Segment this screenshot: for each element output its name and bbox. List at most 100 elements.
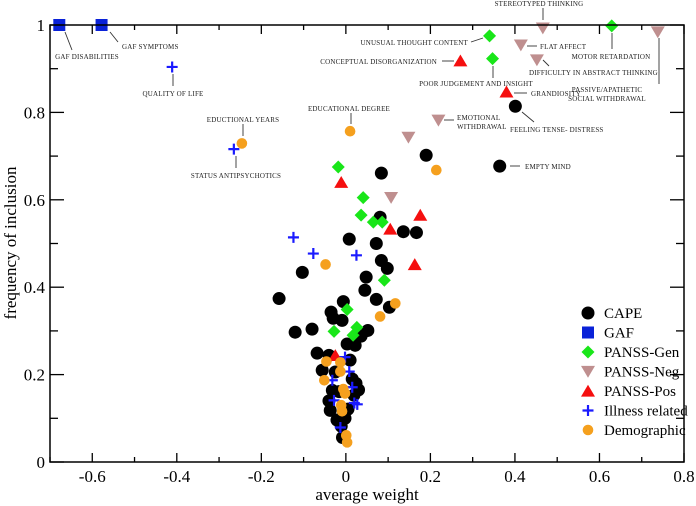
panss-gen-point <box>340 302 354 316</box>
annotation-label: FLAT AFFECT <box>540 43 587 51</box>
x-tick-label: -0.6 <box>79 467 106 486</box>
demographic-point <box>319 374 330 386</box>
panss-neg-point <box>513 39 528 52</box>
panss-gen-point <box>486 52 500 66</box>
panss-gen-point <box>346 328 360 342</box>
gaf-point <box>582 326 594 339</box>
illness-related-point <box>334 421 346 433</box>
cape-point <box>310 346 324 360</box>
cape-point <box>323 403 337 417</box>
legend-label: PANSS-Gen <box>604 345 680 361</box>
annotation-label-line2: WITHDRAWAL <box>457 123 507 131</box>
demographic-point <box>431 164 442 176</box>
illness-related-point <box>351 398 363 410</box>
annotation-label: FEELING TENSE- DISTRESS <box>510 126 604 134</box>
cape-point <box>380 261 394 275</box>
panss-gen-point <box>356 191 370 205</box>
cape-point <box>272 292 286 306</box>
panss-neg-point <box>581 365 595 378</box>
legend: CAPE GAF PANSS-Gen PANSS-Neg PANSS-Pos Illnes… <box>581 306 688 439</box>
cape-point <box>493 159 507 173</box>
illness-related-point <box>307 248 319 260</box>
annotation-leader-line <box>542 59 550 67</box>
panss-gen-point <box>327 324 341 338</box>
demographic-point <box>374 311 386 322</box>
cape-point <box>374 166 388 180</box>
axes: -0.6 -0.4 -0.2 0 0.2 0.4 0.6 0.8 0 0.2 0.4 0.6 0.8 1 <box>24 16 695 486</box>
x-tick-label: 0.8 <box>673 467 694 486</box>
annotation-label: EDUCATIONAL DEGREE <box>308 105 390 113</box>
x-tick-label: -0.4 <box>163 467 190 486</box>
annotation-label: MOTOR RETARDATION <box>572 53 651 61</box>
illness-related-point <box>328 394 340 406</box>
annotation-label: EMOTIONAL <box>457 114 500 122</box>
panss-gen-point <box>483 29 497 43</box>
cape-point <box>335 313 349 327</box>
x-tick-label: 0.6 <box>589 467 610 486</box>
legend-label: Illness related <box>604 404 688 420</box>
x-tick-label: 0 <box>342 467 351 486</box>
y-axis-label: frequency of inclusion <box>1 166 20 319</box>
demographic-point <box>582 424 594 436</box>
cape-point <box>305 322 319 336</box>
annotation-leader-line <box>470 37 484 43</box>
y-tick-label: 0.8 <box>24 103 45 122</box>
panss-gen-point <box>331 160 345 174</box>
illness-related-point <box>166 61 178 73</box>
panss-gen-point <box>605 19 619 33</box>
panss-pos-point <box>407 258 422 271</box>
demographic-point <box>344 125 356 137</box>
demographic-point <box>236 138 248 149</box>
y-tick-label: 1 <box>37 16 46 35</box>
annotation-label: PASSIVE/APATHETIC <box>572 86 643 94</box>
illness-related-point <box>228 143 240 155</box>
panss-pos-point <box>499 85 514 98</box>
demographic-point <box>321 356 332 367</box>
cape-point <box>315 363 329 377</box>
cape-point <box>409 226 423 240</box>
cape-point <box>295 265 309 279</box>
legend-label: CAPE <box>604 306 642 322</box>
cape-point <box>369 292 383 306</box>
panss-pos-point <box>334 176 349 188</box>
data-points <box>53 19 665 448</box>
demographic-point <box>336 406 348 417</box>
panss-gen-point <box>581 345 595 359</box>
y-tick-label: 0 <box>37 453 46 472</box>
legend-label: PANSS-Neg <box>604 365 680 381</box>
legend-label: PANSS-Pos <box>604 384 676 400</box>
annotation-label: GAF DISABILITIES <box>55 53 119 61</box>
legend-label: Demographic <box>604 423 686 439</box>
annotation-label: QUALITY OF LIFE <box>142 90 203 98</box>
annotation-label: STEREOTYPED THINKING <box>495 0 584 8</box>
panss-pos-point <box>581 384 595 397</box>
panss-gen-point <box>375 215 389 229</box>
panss-gen-point <box>354 208 368 222</box>
cape-point <box>359 270 373 284</box>
cape-point <box>581 306 595 320</box>
panss-neg-point <box>650 26 665 39</box>
illness-related-point <box>346 381 358 393</box>
y-tick-label: 0.2 <box>24 366 45 385</box>
annotation-label: UNUSUAL THOUGHT CONTENT <box>360 39 468 47</box>
illness-related-point <box>582 405 594 416</box>
x-tick-label: 0.2 <box>420 467 441 486</box>
cape-point <box>352 383 366 397</box>
cape-point <box>340 337 354 351</box>
annotation-label: CONCEPTUAL DISORGANIZATION <box>320 58 437 66</box>
demographic-point <box>335 357 346 368</box>
demographic-point <box>341 437 353 448</box>
panss-gen-point <box>377 273 391 287</box>
y-tick-label: 0.6 <box>24 191 45 210</box>
x-axis-label: average weight <box>315 485 419 504</box>
demographic-point <box>335 366 346 377</box>
illness-related-point <box>350 249 362 261</box>
panss-neg-point <box>535 22 550 35</box>
legend-label: GAF <box>604 326 634 342</box>
annotation-label: DIFFICULTY IN ABSTRACT THINKING <box>529 69 658 77</box>
annotation-leader-line <box>64 31 73 51</box>
demographic-point <box>390 298 401 309</box>
annotation-label: GAF SYMPTOMS <box>122 43 179 51</box>
